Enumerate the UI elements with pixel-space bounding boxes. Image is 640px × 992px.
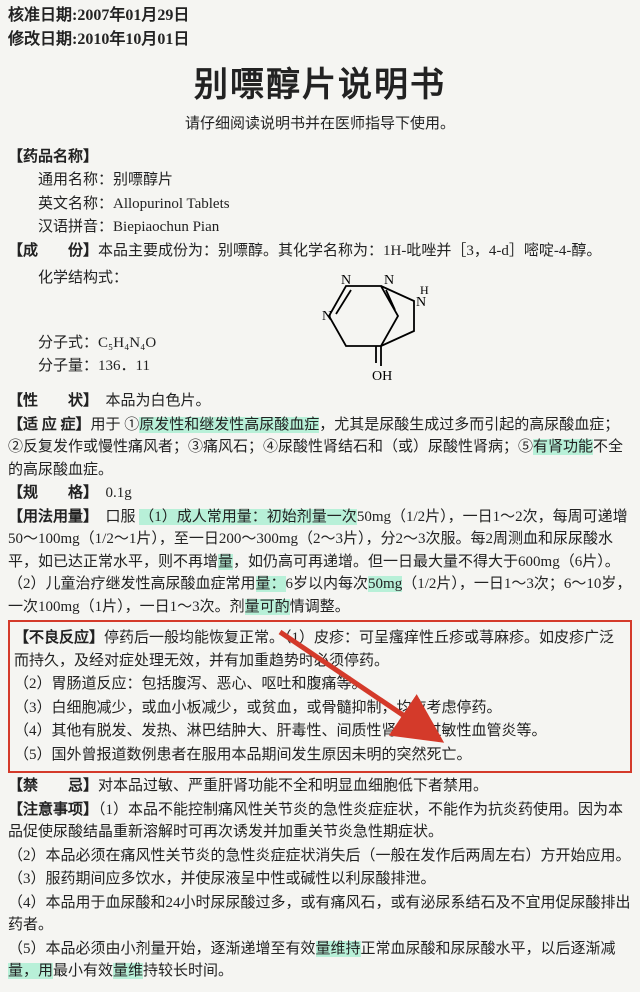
english-name-line: 英文名称：Allopurinol Tablets — [8, 193, 632, 216]
precautions-l5d: 持较长时间。 — [143, 963, 233, 979]
formula: C₅H₄N₄O — [98, 335, 156, 351]
approve-date-line: 核准日期:2007年01月29日 — [8, 4, 632, 28]
adverse-head: 【不良反应】 — [14, 630, 104, 646]
weight-line: 分子量：136．11 — [8, 355, 156, 378]
document-title: 别嘌醇片说明书 — [8, 60, 632, 111]
formula-label: 分子式： — [38, 335, 98, 351]
svg-text:N: N — [384, 273, 394, 288]
svg-text:OH: OH — [372, 369, 392, 384]
generic-name-line: 通用名称：别嘌醇片 — [8, 169, 632, 192]
property-section: 【性 状】 本品为白色片。 — [8, 390, 632, 413]
svg-text:H: H — [420, 283, 429, 297]
svg-text:N: N — [322, 309, 332, 324]
precautions-l4: （4）本品用于血尿酸和24小时尿尿酸过多，或有痛风石，或有泌尿系结石及不宜用促尿… — [8, 892, 632, 937]
svg-text:N: N — [416, 295, 426, 310]
adverse-section: 【不良反应】停药后一般均能恢复正常。（1）皮疹：可呈瘙痒性丘疹或荨麻疹。如皮疹广… — [14, 627, 626, 672]
precautions-head: 【注意事项】 — [8, 802, 98, 818]
indication-head: 【适 应 症】 — [8, 417, 91, 433]
adverse-box: 【不良反应】停药后一般均能恢复正常。（1）皮疹：可呈瘙痒性丘疹或荨麻疹。如皮疹广… — [8, 620, 632, 773]
adverse-pre: 停药后一般均能恢复正常。（1）皮疹：可呈瘙痒性丘疹或荨麻疹。如皮疹广泛而持久，及… — [14, 630, 614, 669]
formula-line: 分子式：C₅H₄N₄O — [8, 332, 156, 355]
dosage-head: 【用法用量】 — [8, 509, 91, 525]
precautions-l5hl3: 量维 — [113, 963, 143, 979]
adverse-l2: （2）胃肠道反应：包括腹泻、恶心、呕吐和腹痛等。 — [14, 673, 626, 696]
generic-label: 通用名称： — [38, 172, 113, 188]
adverse-l5: （5）国外曾报道数例患者在服用本品期间发生原因未明的突然死亡。 — [14, 744, 626, 767]
dosage-p1f: 情调整。 — [290, 599, 350, 615]
precautions-l5b: 正常血尿酸和尿尿酸水平，以后逐渐减 — [361, 941, 616, 957]
pinyin-label: 汉语拼音： — [38, 219, 113, 235]
weight-label: 分子量： — [38, 358, 98, 374]
dosage-section: 【用法用量】 口服 （1）成人常用量：初始剂量一次50mg（1/2片），一日1～… — [8, 506, 632, 619]
adverse-l4: （4）其他有脱发、发热、淋巴结肿大、肝毒性、间质性肾炎及过敏性血管炎等。 — [14, 720, 626, 743]
pinyin-line: 汉语拼音：Biepiaochun Pian — [8, 216, 632, 239]
composition-text: 本品主要成份为：别嘌醇。其化学名称为：1H-吡唑并［3，4-d］嘧啶-4-醇。 — [98, 243, 601, 259]
pinyin: Biepiaochun Pian — [113, 219, 219, 235]
indication-pre: 用于 ① — [91, 417, 140, 433]
en-label: 英文名称： — [38, 196, 113, 212]
precautions-l5c: 最小有效 — [53, 963, 113, 979]
en-name: Allopurinol Tablets — [113, 196, 230, 212]
precautions-l5hl2: 量，用 — [8, 963, 53, 979]
indication-hl1: 原发性和继发性高尿酸血症 — [139, 417, 319, 433]
spec-text: 0.1g — [106, 485, 132, 501]
spec-head: 【规 格】 — [8, 485, 91, 501]
adverse-l3: （3）白细胞减少，或血小板减少，或贫血，或骨髓抑制，均应考虑停药。 — [14, 697, 626, 720]
property-head: 【性 状】 — [8, 393, 91, 409]
weight: 136．11 — [98, 358, 150, 374]
chem-structure-block: 化学结构式： 分子式：C₅H₄N₄O 分子量：136．11 N N N N H … — [8, 266, 632, 386]
indication-hl2: 有肾功能 — [533, 439, 593, 455]
dosage-hl5: 量可酌 — [245, 599, 290, 615]
dosage-hl2: 量 — [218, 554, 233, 570]
spec-section: 【规 格】 0.1g — [8, 482, 632, 505]
revise-date: 2010年10月01日 — [77, 31, 189, 48]
precautions-l5: （5）本品必须由小剂量开始，逐渐递增至有效量维持正常血尿酸和尿尿酸水平，以后逐渐… — [8, 938, 632, 983]
precautions-l5a: （5）本品必须由小剂量开始，逐渐递增至有效 — [8, 941, 316, 957]
struct-label: 化学结构式： — [8, 267, 156, 290]
precautions-section: 【注意事项】（1）本品不能控制痛风性关节炎的急性炎症症状，不能作为抗炎药使用。因… — [8, 799, 632, 844]
dosage-hl3: 量： — [256, 576, 286, 592]
generic-name: 别嘌醇片 — [113, 172, 173, 188]
indication-section: 【适 应 症】用于 ①原发性和继发性高尿酸血症，尤其是尿酸生成过多而引起的高尿酸… — [8, 414, 632, 482]
document-subtitle: 请仔细阅读说明书并在医师指导下使用。 — [8, 113, 632, 136]
svg-text:N: N — [341, 273, 351, 288]
drug-name-section: 【药品名称】 — [8, 146, 632, 169]
contra-head: 【禁 忌】 — [8, 778, 98, 794]
precautions-l3: （3）服药期间应多饮水，并使尿液呈中性或碱性以利尿酸排泄。 — [8, 868, 632, 891]
approve-date: 2007年01月29日 — [77, 7, 189, 24]
contra-section: 【禁 忌】对本品过敏、严重肝肾功能不全和明显血细胞低下者禁用。 — [8, 775, 632, 798]
precautions-l2: （2）本品必须在痛风性关节炎的急性炎症症状消失后（一般在发作后两周左右）方开始应… — [8, 845, 632, 868]
drug-name-head: 【药品名称】 — [8, 149, 98, 165]
revise-date-line: 修改日期:2010年10月01日 — [8, 28, 632, 52]
dosage-p1a: 口服 — [106, 509, 140, 525]
dosage-hl4: 50mg — [368, 576, 402, 592]
chem-structure-icon: N N N N H OH — [296, 266, 446, 386]
approve-label: 核准日期: — [8, 7, 77, 24]
precautions-l1: （1）本品不能控制痛风性关节炎的急性炎症症状，不能作为抗炎药使用。因为本品促使尿… — [8, 802, 623, 841]
revise-label: 修改日期: — [8, 31, 77, 48]
composition-section: 【成 份】本品主要成份为：别嘌醇。其化学名称为：1H-吡唑并［3，4-d］嘧啶-… — [8, 240, 632, 263]
dosage-p1d: 6岁以内每次 — [286, 576, 369, 592]
dosage-hl1: （1）成人常用量：初始剂量一次 — [139, 509, 357, 525]
composition-head: 【成 份】 — [8, 243, 98, 259]
precautions-l5hl1: 量维持 — [316, 941, 361, 957]
property-text: 本品为白色片。 — [106, 393, 211, 409]
contra-text: 对本品过敏、严重肝肾功能不全和明显血细胞低下者禁用。 — [98, 778, 488, 794]
